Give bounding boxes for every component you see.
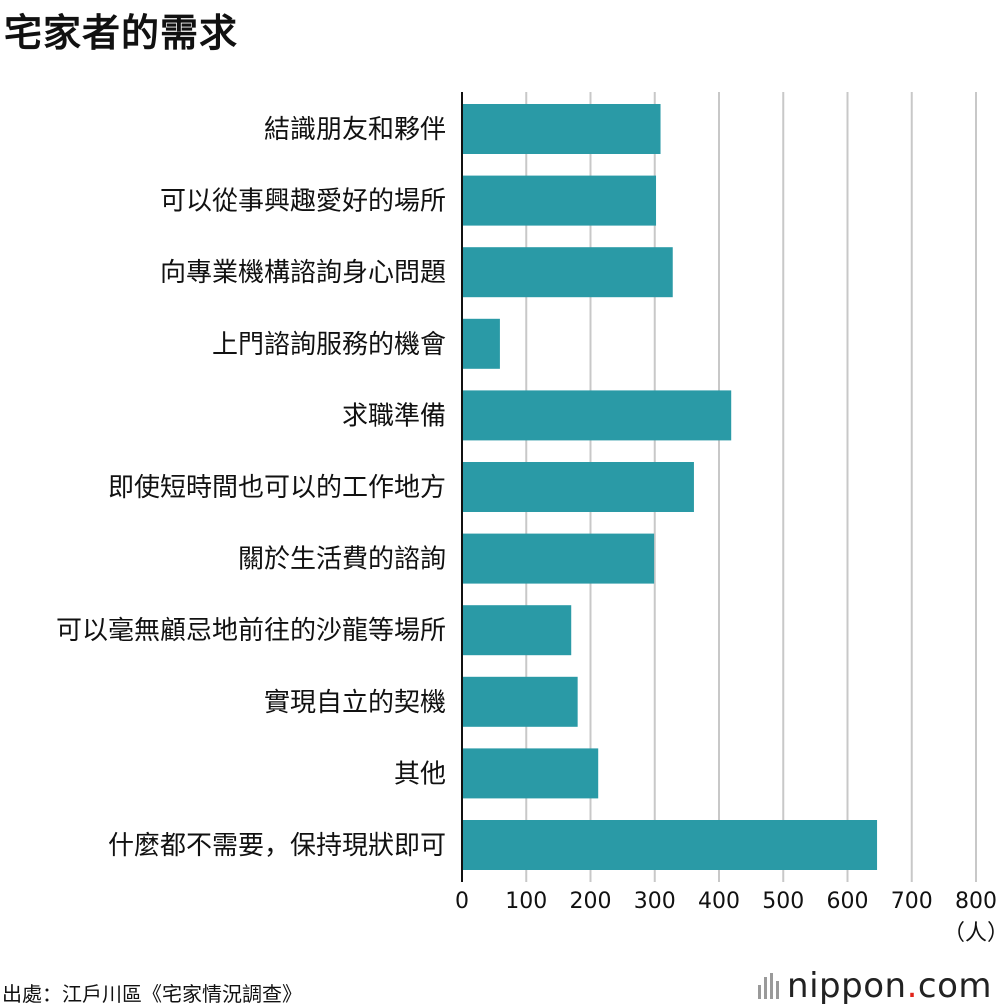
bar [462, 820, 878, 870]
category-label: 向專業機構諮詢身心問題 [160, 258, 446, 288]
brand-logo: nippon.com [758, 966, 992, 1006]
brand-bars-icon [758, 973, 780, 999]
category-label: 可以從事興趣愛好的場所 [160, 187, 446, 217]
category-label: 實現自立的契機 [264, 688, 446, 718]
bar [462, 247, 673, 298]
x-tick-label: 800 [955, 889, 997, 914]
bar [462, 390, 732, 441]
category-labels: 結識朋友和夥伴可以從事興趣愛好的場所向專業機構諮詢身心問題上門諮詢服務的機會求職… [56, 115, 446, 861]
category-label: 什麼都不需要，保持現狀即可 [108, 831, 446, 861]
brand-dot: . [906, 966, 918, 1006]
bar [462, 318, 500, 369]
source-note: 出處：江戶川區《宅家情況調查》 [2, 982, 302, 1006]
category-label: 其他 [394, 759, 446, 789]
category-label: 即使短時間也可以的工作地方 [108, 473, 446, 503]
x-tick-label: 300 [634, 889, 676, 914]
bar [462, 175, 657, 226]
bar-chart: 結識朋友和夥伴可以從事興趣愛好的場所向專業機構諮詢身心問題上門諮詢服務的機會求職… [56, 92, 1000, 946]
brand-name: nippon [787, 966, 907, 1006]
category-label: 關於生活費的諮詢 [238, 545, 446, 575]
bar [462, 605, 572, 656]
chart-title: 宅家者的需求 [4, 11, 239, 55]
x-unit-label: （人） [943, 921, 1000, 946]
bars [462, 104, 878, 870]
x-tick-label: 0 [455, 889, 469, 914]
x-tick-labels: 0 100 200 300 400 500 600 700 800 [455, 889, 997, 914]
x-tick-label: 500 [762, 889, 804, 914]
x-tick-label: 400 [698, 889, 740, 914]
x-tick-label: 700 [891, 889, 933, 914]
category-label: 可以毫無顧忌地前往的沙龍等場所 [56, 616, 446, 646]
bar [462, 104, 661, 154]
bar [462, 676, 578, 727]
category-label: 結識朋友和夥伴 [264, 115, 446, 145]
x-tick-label: 200 [570, 889, 612, 914]
bar [462, 462, 694, 512]
bar [462, 533, 655, 584]
category-label: 求職準備 [342, 401, 446, 431]
bar [462, 748, 599, 799]
x-tick-label: 100 [505, 889, 547, 914]
x-tick-label: 600 [827, 889, 869, 914]
brand-suffix: com [917, 966, 992, 1006]
category-label: 上門諮詢服務的機會 [212, 330, 446, 360]
